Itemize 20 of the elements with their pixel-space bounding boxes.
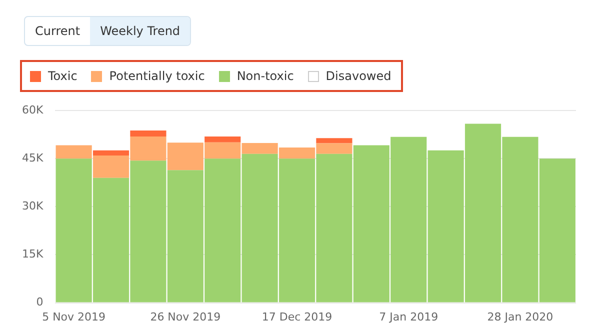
legend-label: Non-toxic [236, 69, 294, 83]
y-tick-label: 30K [22, 200, 44, 213]
x-tick-label: 7 Jan 2019 [379, 310, 438, 324]
x-tick-label: 26 Nov 2019 [150, 310, 221, 324]
y-tick-label: 60K [22, 103, 44, 116]
legend-label: Disavowed [326, 69, 392, 83]
x-tick-label: 17 Dec 2019 [262, 310, 332, 324]
legend-label: Toxic [48, 69, 78, 83]
y-tick-label: 0 [36, 296, 44, 309]
bar [204, 136, 241, 142]
y-tick-label: 45K [22, 152, 44, 165]
x-tick-label: 5 Nov 2019 [42, 310, 106, 324]
legend-label: Potentially toxic [109, 69, 205, 83]
bar [130, 130, 166, 137]
bar [316, 138, 352, 144]
text: Weekly Trend [90, 17, 190, 45]
text: Current [34, 23, 82, 40]
x-tick-label: 28 Jan 2020 [487, 310, 554, 324]
y-tick-label: 15K [22, 248, 44, 261]
bar [92, 150, 130, 156]
